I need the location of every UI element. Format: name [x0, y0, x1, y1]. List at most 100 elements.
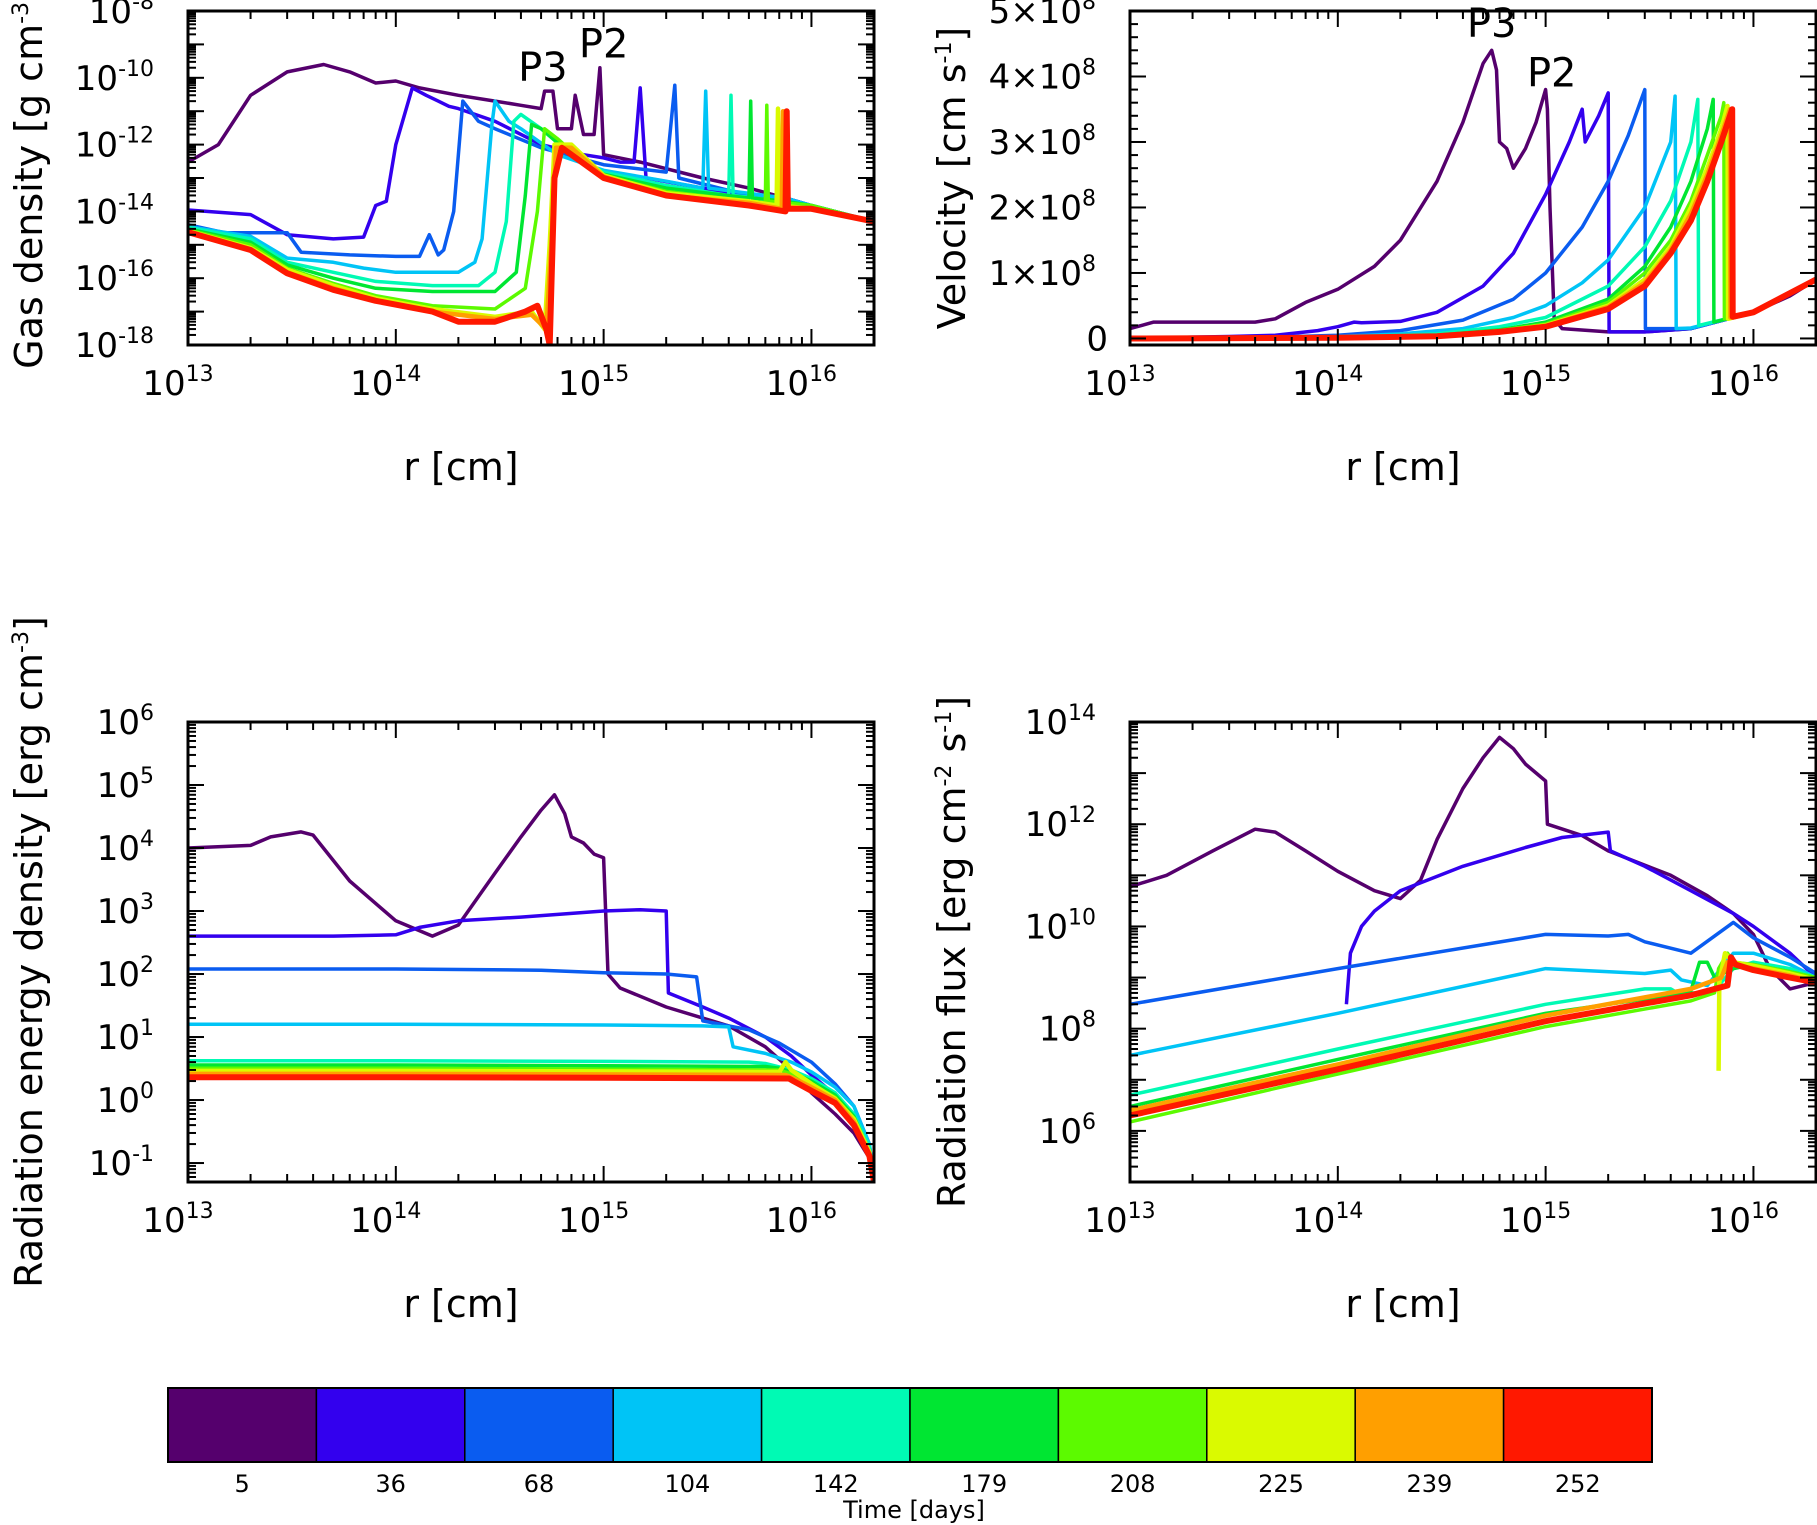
- colorbar-label: 252: [1555, 1470, 1601, 1498]
- tick-exponent: 15: [1543, 1199, 1571, 1224]
- series-line-t36: [1344, 830, 1816, 1005]
- series-line-t104: [1130, 951, 1816, 1058]
- x-tick-label: 1014: [1292, 1199, 1363, 1241]
- tick-exponent: -12: [118, 124, 154, 149]
- y-tick-label: 4×108: [989, 55, 1096, 97]
- tick-base: 10: [1084, 1201, 1127, 1241]
- tick-base: 10: [1025, 805, 1068, 845]
- y-label-exponent: -2: [932, 765, 957, 787]
- colorbar-swatch-179: [909, 1387, 1060, 1463]
- series-line-t252: [1130, 954, 1816, 1119]
- tick-base: 10: [97, 955, 140, 995]
- colorbar-swatch-252: [1502, 1387, 1653, 1463]
- y-tick-label: 10-12: [75, 124, 154, 166]
- tick-exponent: 14: [393, 1199, 421, 1224]
- tick-base: 10: [97, 829, 140, 869]
- tick-base: 10: [1025, 703, 1068, 743]
- tick-base: 10: [350, 1201, 393, 1241]
- tick-base: 10: [89, 1144, 132, 1184]
- tick-base: 1×10: [989, 254, 1082, 294]
- y-tick-label: 106: [97, 701, 154, 743]
- colorbar-label: 36: [375, 1470, 406, 1498]
- tick-base: 10: [75, 326, 118, 366]
- tick-base: 10: [75, 192, 118, 232]
- axis-ticks: [1129, 721, 1817, 1183]
- colorbar-label: 142: [813, 1470, 859, 1498]
- tick-exponent: -14: [118, 190, 154, 215]
- tick-exponent: 12: [1068, 803, 1096, 828]
- tick-base: 10: [1292, 364, 1335, 404]
- axis-ticks: [187, 10, 875, 346]
- y-tick-label: 10-14: [75, 190, 154, 232]
- tick-base: 10: [350, 364, 393, 404]
- tick-base: 10: [1084, 364, 1127, 404]
- series-line-t208: [188, 1066, 874, 1182]
- x-tick-label: 1016: [766, 1199, 837, 1241]
- tick-exponent: -8: [132, 0, 154, 15]
- tick-base: 10: [766, 1201, 809, 1241]
- tick-exponent: 15: [601, 362, 629, 387]
- y-tick-label: 100: [97, 1079, 154, 1121]
- axis-ticks: [1129, 10, 1817, 345]
- y-tick-label: 10-1: [89, 1142, 154, 1184]
- series-line-t252: [1130, 106, 1816, 342]
- tick-base: 2×10: [989, 188, 1082, 228]
- tick-exponent: 13: [186, 1199, 214, 1224]
- tick-exponent: 6: [1082, 1110, 1096, 1135]
- colorbar-label: 104: [664, 1470, 710, 1498]
- tick-exponent: 8: [1082, 55, 1096, 80]
- x-tick-label: 1013: [142, 1199, 213, 1241]
- tick-base: 10: [89, 0, 132, 32]
- colorbar-frame: [167, 1387, 1653, 1463]
- y-tick-label: 2×108: [989, 186, 1096, 228]
- tick-exponent: 13: [186, 362, 214, 387]
- gas-density-panel: 1013 1014 1015 101610-810-1010-1210-1410-16…: [7, 0, 876, 489]
- series-line-t5: [188, 62, 874, 224]
- tick-base: 10: [1500, 364, 1543, 404]
- x-tick-label: 1014: [1292, 362, 1363, 404]
- series-line-t179: [188, 99, 874, 294]
- y-tick-label: 105: [97, 764, 154, 806]
- y-label-exponent: -3: [9, 2, 34, 24]
- y-tick-label: 3×108: [989, 121, 1096, 163]
- colorbar-swatch-208: [1057, 1387, 1208, 1463]
- y-label-text: Gas density [g cm: [7, 24, 51, 369]
- tick-exponent: 8: [1082, 252, 1096, 277]
- y-tick-label: 104: [97, 827, 154, 869]
- tick-base: 10: [1292, 1201, 1335, 1241]
- x-tick-label: 1013: [142, 362, 213, 404]
- tick-base: 3×10: [989, 123, 1082, 163]
- y-tick-label: 0: [1086, 319, 1108, 359]
- x-tick-label: 1014: [350, 1199, 421, 1241]
- colorbar-swatch-36: [315, 1387, 466, 1463]
- tick-exponent: 1: [140, 1016, 154, 1041]
- colorbar-label: 225: [1258, 1470, 1304, 1498]
- annotation-p3: P3: [1467, 1, 1517, 47]
- series-line-t36: [1130, 91, 1816, 341]
- tick-exponent: 10: [1068, 905, 1096, 930]
- colorbar-label: 179: [961, 1470, 1007, 1498]
- colorbar-swatch-239: [1354, 1387, 1505, 1463]
- y-tick-label: 1014: [1025, 701, 1096, 743]
- tick-base: 10: [766, 364, 809, 404]
- y-label-text: ]: [930, 27, 974, 42]
- tick-exponent: 13: [1128, 1199, 1156, 1224]
- plot-frame: [186, 720, 876, 1184]
- series-line-t36: [188, 86, 874, 241]
- tick-exponent: 13: [1128, 362, 1156, 387]
- series-line-t36: [188, 907, 874, 1182]
- tick-base: 10: [97, 1018, 140, 1058]
- tick-exponent: 14: [393, 362, 421, 387]
- tick-base: 10: [1500, 1201, 1543, 1241]
- tick-base: 10: [97, 892, 140, 932]
- x-tick-label: 1016: [1708, 362, 1779, 404]
- tick-base: 10: [75, 259, 118, 299]
- series-line-t68: [188, 83, 874, 259]
- y-label-text: ]: [7, 616, 51, 631]
- x-tick-label: 1014: [350, 362, 421, 404]
- colorbar-swatch-225: [1206, 1387, 1356, 1463]
- y-label-text: ]: [930, 696, 974, 711]
- series-line-t104: [188, 1022, 874, 1182]
- x-tick-label: 1015: [1500, 362, 1571, 404]
